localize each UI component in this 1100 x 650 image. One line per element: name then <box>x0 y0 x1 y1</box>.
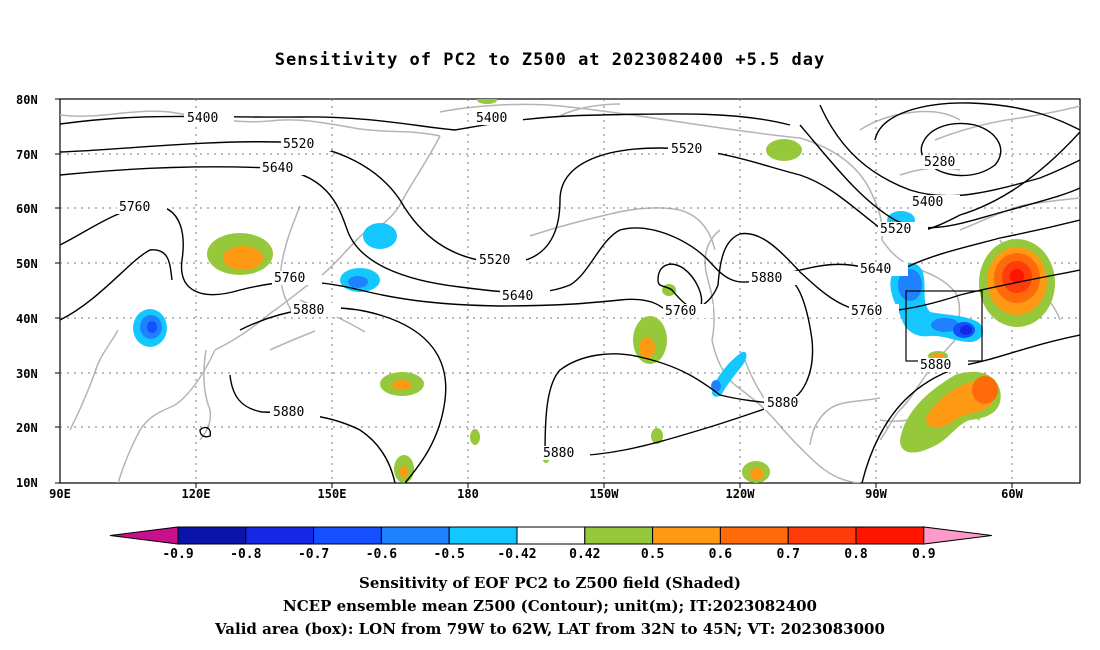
contour-5880-main <box>60 249 173 321</box>
contour-label: 5520 <box>880 222 911 237</box>
colorbar-swatch <box>177 526 247 545</box>
contour-label: 5400 <box>912 195 943 210</box>
lat-tick: 70N <box>16 148 38 162</box>
lat-tick: 10N <box>16 476 38 490</box>
contour-label: 5760 <box>665 304 696 319</box>
colorbar-swatch <box>380 526 450 545</box>
colorbar: -0.9 -0.8 -0.7 -0.6 -0.5 -0.42 0.42 0.5 0.6 0.7 0.… <box>109 526 992 562</box>
caption-valid-area: Valid area (box): LON from 79W to 62W, L… <box>215 620 885 638</box>
contour-label: 5760 <box>851 304 882 319</box>
colorbar-swatch <box>855 526 925 545</box>
lat-tick: 60N <box>16 202 38 216</box>
latitude-axis: 80N 70N 60N 50N 40N 30N 20N 10N <box>16 93 60 490</box>
contour-label: 5640 <box>860 262 891 277</box>
contour-label: 5280 <box>924 155 955 170</box>
contour-label: 5880 <box>767 396 798 411</box>
contour-label: 5760 <box>274 271 305 286</box>
lon-tick: 60W <box>1001 487 1023 501</box>
lon-tick: 180 <box>457 487 479 501</box>
contour-label: 5520 <box>671 142 702 157</box>
contour-5880-atl <box>861 334 1080 483</box>
caption-contour: NCEP ensemble mean Z500 (Contour); unit(… <box>283 597 817 615</box>
contour-5280-outer <box>874 102 1080 141</box>
colorbar-label: -0.42 <box>497 547 536 562</box>
colorbar-end-left <box>109 526 179 545</box>
contour-5640 <box>60 166 1080 294</box>
lat-tick: 40N <box>16 312 38 326</box>
contour-label: 5880 <box>293 303 324 318</box>
lon-tick: 150E <box>318 487 347 501</box>
colorbar-label: -0.9 <box>162 547 193 562</box>
negative-anomaly-us-east <box>890 262 984 342</box>
lon-tick: 150W <box>590 487 620 501</box>
colorbar-end-right <box>923 526 992 545</box>
colorbar-swatch <box>652 526 721 545</box>
contour-label: 5640 <box>262 161 293 176</box>
negative-anomaly-japan <box>340 223 397 292</box>
negative-anomaly-south-china <box>133 309 167 347</box>
colorbar-label: -0.7 <box>298 547 329 562</box>
contour-label: 5880 <box>273 405 304 420</box>
colorbar-swatch <box>245 526 315 545</box>
contour-label: 5400 <box>187 111 218 126</box>
contour-5520-east <box>799 124 1080 229</box>
colorbar-swatch <box>787 526 857 545</box>
chart-title: Sensitivity of PC2 to Z500 at 2023082400… <box>274 50 826 70</box>
colorbar-label: 0.42 <box>569 547 600 562</box>
colorbar-label: 0.7 <box>776 547 799 562</box>
contour-label: 5400 <box>476 111 507 126</box>
colorbar-label: 0.9 <box>912 547 935 562</box>
colorbar-label: 0.5 <box>641 547 664 562</box>
contour-label: 5760 <box>119 200 150 215</box>
colorbar-swatch <box>313 526 382 545</box>
colorbar-swatch <box>448 526 518 545</box>
contour-label: 5520 <box>283 137 314 152</box>
colorbar-label: 0.6 <box>709 547 733 562</box>
contour-label: 5640 <box>502 289 533 304</box>
lat-tick: 30N <box>16 367 38 381</box>
colorbar-swatch <box>584 526 654 545</box>
coastlines <box>60 103 1080 483</box>
colorbar-label: -0.5 <box>434 547 465 562</box>
colorbar-label: -0.8 <box>230 547 261 562</box>
contour-label: 5880 <box>751 271 782 286</box>
lon-tick: 120E <box>182 487 211 501</box>
lon-tick: 120W <box>726 487 756 501</box>
longitude-axis: 90E 120E 150E 180 150W 120W 90W 60W <box>49 483 1024 501</box>
colorbar-swatch <box>719 526 789 545</box>
lat-tick: 80N <box>16 93 38 107</box>
lon-tick: 90E <box>49 487 71 501</box>
positive-anomaly-east-pacific <box>477 99 802 483</box>
contour-label: 5520 <box>479 253 510 268</box>
contour-5880-east <box>544 279 814 456</box>
lat-tick: 20N <box>16 421 38 435</box>
caption-shading: Sensitivity of EOF PC2 to Z500 field (Sh… <box>359 574 741 592</box>
colorbar-swatch <box>516 526 586 545</box>
contour-5880-small-island <box>199 426 212 438</box>
contour-label: 5880 <box>543 446 574 461</box>
colorbar-label: -0.6 <box>366 547 397 562</box>
lat-tick: 50N <box>16 257 38 271</box>
colorbar-label: 0.8 <box>844 547 868 562</box>
positive-anomaly-east-asia <box>207 233 273 275</box>
contour-label: 5880 <box>920 358 951 373</box>
contour-labels: 5400 5400 5400 5520 5520 5520 5520 5640 … <box>117 111 972 461</box>
lon-tick: 90W <box>865 487 887 501</box>
